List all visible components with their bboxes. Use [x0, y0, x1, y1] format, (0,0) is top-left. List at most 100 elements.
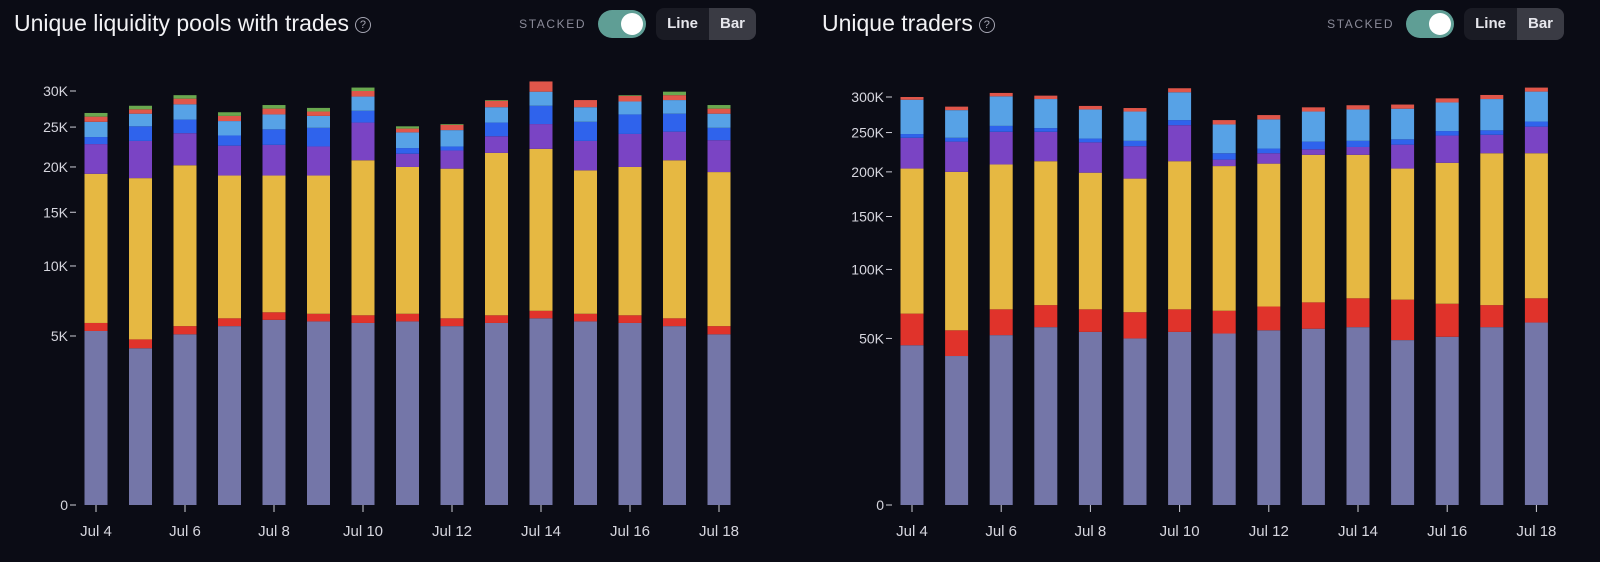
bar-segment — [1391, 340, 1415, 505]
bar-segment — [663, 326, 686, 505]
bar-segment — [663, 95, 686, 101]
bar-segment — [173, 334, 197, 505]
y-tick-label: 20K — [43, 159, 69, 175]
bar-segment — [900, 313, 924, 346]
bar-segment — [1034, 95, 1058, 100]
bar-segment — [351, 122, 375, 161]
bar-segment — [1168, 331, 1192, 505]
bar-segment — [440, 130, 464, 147]
bar-segment — [218, 112, 241, 116]
bar-segment — [989, 96, 1013, 126]
bar-segment — [129, 140, 152, 179]
y-tick-label: 0 — [60, 497, 68, 513]
bar-stacks — [84, 81, 731, 505]
bar-segment — [129, 126, 152, 141]
bar-segment — [1212, 166, 1236, 311]
chart-controls: STACKED Line Bar — [519, 8, 756, 40]
bar-segment — [707, 127, 731, 141]
bar-stack — [1524, 87, 1548, 505]
unique-traders-panel: Unique traders? STACKED Line Bar 0 50K 100… — [808, 0, 1578, 562]
bar-stack — [1034, 95, 1058, 505]
bar-segment — [1346, 109, 1370, 141]
bar-segment — [1435, 303, 1459, 337]
bar-segment — [1346, 298, 1370, 328]
bar-segment — [1212, 310, 1236, 334]
help-icon[interactable]: ? — [354, 17, 371, 33]
bar-button[interactable]: Bar — [1516, 8, 1564, 40]
bar-segment — [1524, 126, 1548, 154]
bar-segment — [1212, 333, 1236, 505]
y-tick-label: 100K — [851, 261, 884, 277]
bar-segment — [440, 326, 464, 505]
x-tick-label: Jul 18 — [1516, 523, 1556, 540]
bar-segment — [262, 319, 286, 505]
help-icon[interactable]: ? — [978, 17, 995, 33]
bar-segment — [618, 114, 642, 134]
x-tick-label: Jul 4 — [896, 523, 928, 540]
y-tick-label: 15K — [43, 204, 69, 220]
x-tick-label: Jul 8 — [258, 523, 290, 540]
bar-segment — [396, 166, 419, 314]
line-button[interactable]: Line — [667, 15, 698, 32]
bar-stack — [1435, 98, 1459, 505]
bar-segment — [945, 137, 969, 142]
bar-segment — [262, 175, 286, 313]
bar-segment — [396, 313, 419, 322]
bar-segment — [1257, 148, 1281, 154]
bar-segment — [485, 152, 508, 316]
line-button[interactable]: Line — [1475, 15, 1506, 32]
bar-segment — [396, 153, 419, 167]
bar-segment — [485, 315, 508, 323]
bar-segment — [1301, 149, 1325, 155]
bar-segment — [262, 312, 286, 320]
bar-segment — [1480, 94, 1504, 100]
bar-button[interactable]: Bar — [708, 8, 756, 40]
bar-stack — [663, 91, 686, 505]
y-tick-label: 200K — [851, 164, 884, 180]
bar-segment — [663, 160, 686, 319]
bar-segment — [485, 122, 508, 137]
bar-segment — [618, 322, 642, 505]
bar-segment — [1034, 305, 1058, 328]
bar-stack — [1078, 105, 1102, 505]
bar-segment — [1391, 108, 1415, 140]
bar-stack — [1391, 104, 1415, 505]
bar-stacks — [900, 87, 1548, 505]
bar-segment — [1168, 309, 1192, 332]
bar-segment — [84, 121, 108, 138]
bar-stack — [84, 112, 108, 505]
bar-stack — [396, 126, 419, 505]
bar-segment — [574, 170, 597, 314]
bar-segment — [1078, 172, 1102, 310]
bar-segment — [440, 124, 464, 125]
stacked-toggle[interactable] — [1406, 10, 1455, 38]
bar-stack — [1168, 88, 1192, 505]
y-tick-label: 0 — [876, 497, 884, 513]
bar-segment — [529, 310, 553, 319]
bar-segment — [1168, 161, 1192, 310]
bar-segment — [262, 108, 286, 115]
bar-segment — [945, 110, 969, 138]
bar-segment — [945, 330, 969, 357]
bar-segment — [1168, 120, 1192, 126]
bar-stack — [1480, 94, 1504, 505]
bar-segment — [989, 131, 1013, 165]
bar-segment — [663, 113, 686, 132]
toggle-knob — [621, 13, 644, 35]
bar-stack — [1301, 107, 1325, 505]
y-tick-label: 300K — [851, 89, 884, 105]
bar-segment — [1435, 336, 1459, 505]
bar-segment — [173, 104, 197, 120]
bar-segment — [1480, 134, 1504, 154]
bar-segment — [1078, 142, 1102, 173]
stacked-toggle[interactable] — [598, 10, 647, 38]
bar-stack — [351, 87, 375, 505]
bar-segment — [1301, 107, 1325, 112]
bar-segment — [529, 91, 553, 106]
bar-segment — [1480, 99, 1504, 131]
bar-segment — [707, 326, 731, 335]
bar-segment — [1123, 108, 1147, 112]
bar-segment — [129, 105, 152, 110]
bar-segment — [396, 128, 419, 133]
bar-segment — [989, 309, 1013, 336]
